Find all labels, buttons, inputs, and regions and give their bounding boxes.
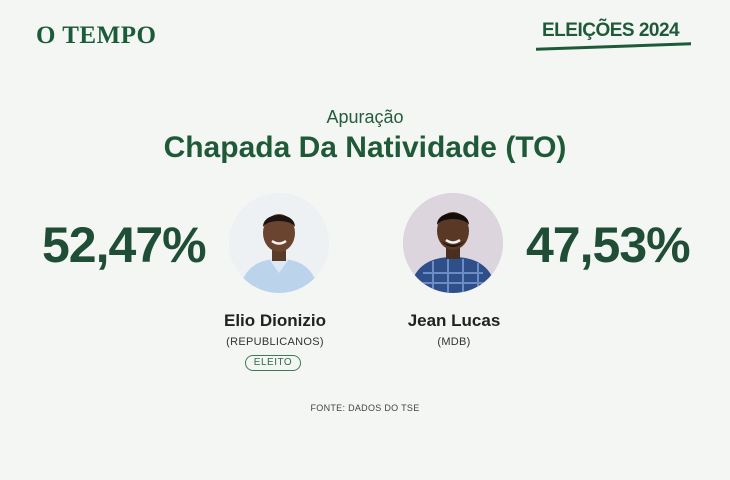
candidate-1-party: (REPUBLICANOS) (226, 336, 324, 348)
page-subtitle: Apuração (326, 107, 404, 127)
candidate-2-party: (MDB) (437, 336, 471, 348)
elections-badge: ELEIÇÕES 2024 (536, 18, 692, 54)
candidate-2-name: Jean Lucas (407, 311, 501, 330)
badge-underline (536, 42, 691, 51)
candidate-1-percentage: 52,47% (42, 217, 207, 273)
brand-logo: O TEMPO (36, 22, 157, 49)
elected-badge: ELEITO (245, 355, 301, 371)
candidate-1-photo (229, 193, 329, 293)
data-source: FONTE: DADOS DO TSE (310, 403, 420, 413)
person-icon (403, 193, 503, 293)
person-icon (229, 193, 329, 293)
elections-badge-label: ELEIÇÕES 2024 (542, 20, 680, 41)
candidate-2-percentage: 47,53% (526, 217, 691, 273)
candidate-1-name: Elio Dionizio (224, 311, 326, 330)
page-title: Chapada Da Natividade (TO) (163, 131, 567, 164)
candidate-2-photo (403, 193, 503, 293)
